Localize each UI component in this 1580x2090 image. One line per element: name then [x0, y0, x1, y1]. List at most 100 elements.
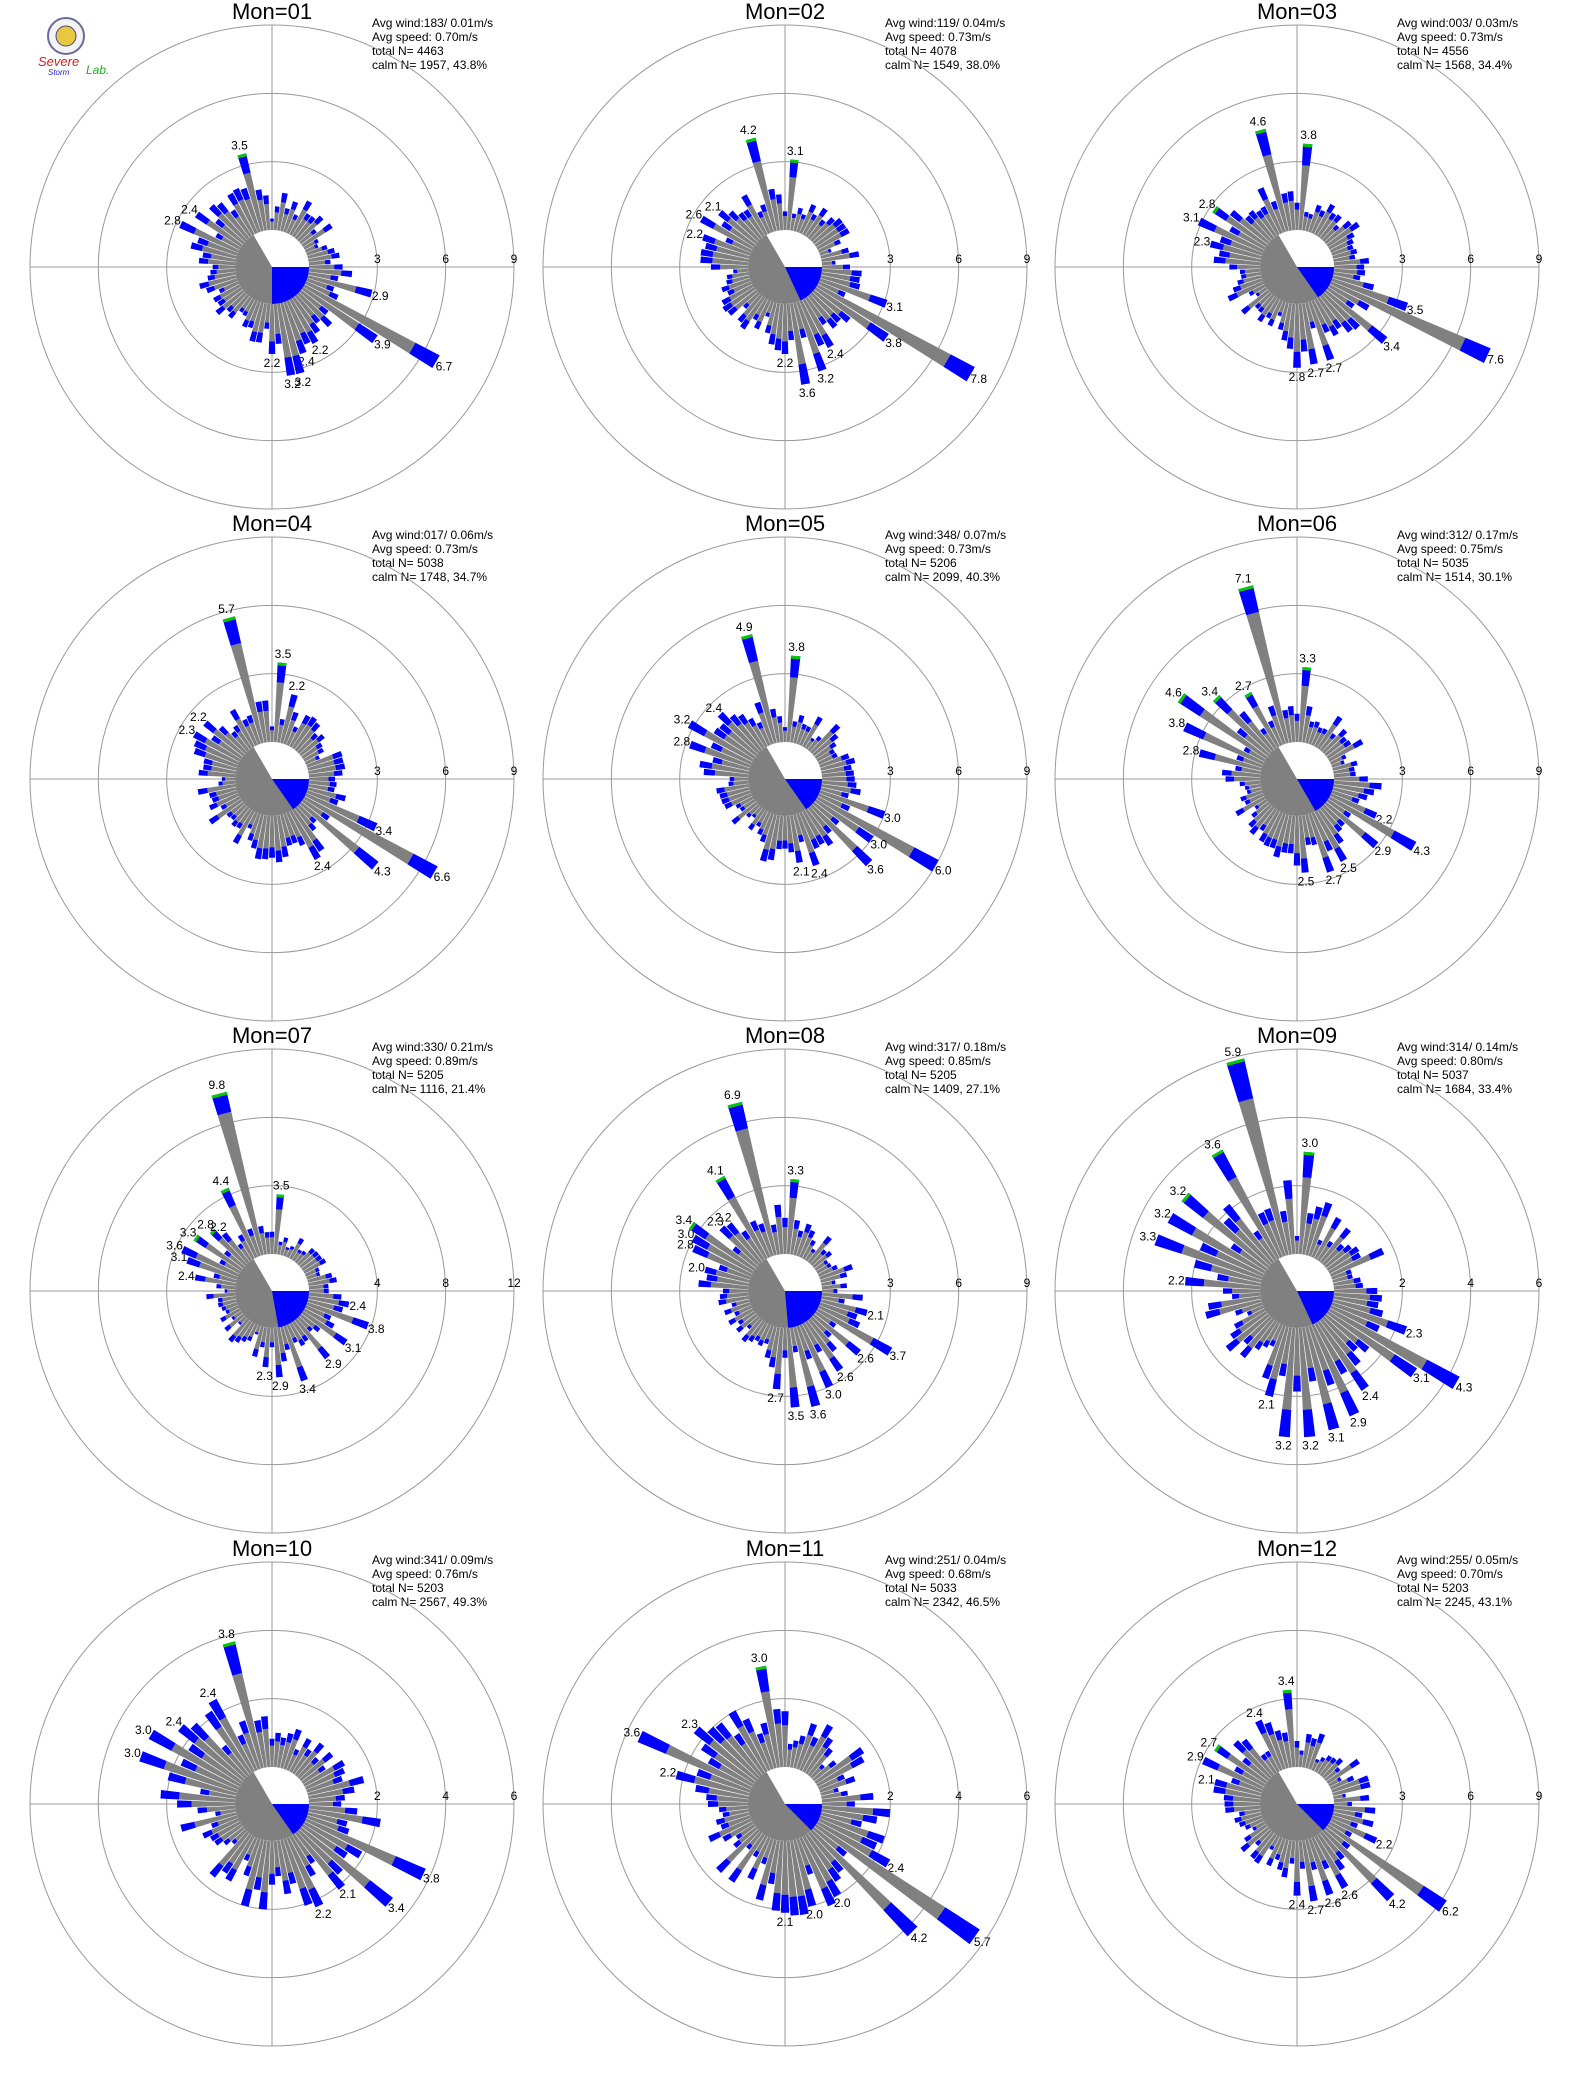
bar-value-label: 3.6	[810, 1408, 827, 1422]
bar-segment-low	[766, 1326, 777, 1351]
bar-segment-low	[297, 804, 313, 820]
bar-segment-low	[219, 1274, 237, 1283]
bar-segment-low	[820, 787, 842, 797]
bar-segment-mid	[829, 733, 839, 743]
bar-segment-mid	[755, 1665, 770, 1693]
radial-tick-label: 9	[1024, 1276, 1031, 1290]
bar-segment-low	[1333, 268, 1358, 275]
bar-segment-low	[216, 268, 236, 274]
bar-segment-low	[235, 806, 250, 823]
bar-segment-mid	[797, 207, 803, 215]
bar-segment-mid	[733, 1839, 742, 1848]
bar-segment-low	[776, 303, 784, 339]
bar-segment-mid	[845, 757, 856, 765]
bar-segment-mid	[314, 215, 324, 225]
bar-segment-low	[283, 1838, 306, 1890]
bar-segment-mid	[1362, 282, 1375, 291]
bar-value-label: 9.8	[208, 1078, 225, 1092]
mean-wind-wedge	[1297, 779, 1334, 811]
bar-segment-low	[729, 1235, 760, 1266]
logo-severe-text: Severe	[38, 54, 79, 69]
bar-segment-low	[1248, 784, 1261, 790]
bar-segment-low	[1298, 815, 1307, 859]
bar-segment-low	[283, 1738, 298, 1770]
bar-segment-mid	[1303, 211, 1309, 217]
bar-segment-mid	[693, 1726, 714, 1746]
bar-segment-mid	[331, 252, 340, 259]
bar-segment-low	[233, 1311, 243, 1319]
bar-segment-mid	[300, 331, 311, 345]
bar-segment-low	[757, 1322, 768, 1338]
bar-segment-mid	[276, 662, 287, 683]
bar-segment-low	[286, 1323, 296, 1339]
bar-segment-low	[770, 815, 780, 850]
bar-segment-mid	[711, 264, 721, 270]
bar-segment-low	[1322, 1829, 1377, 1884]
bar-segment-mid	[252, 1348, 259, 1358]
bar-segment-low	[308, 260, 326, 266]
bar-segment-low	[1328, 1778, 1339, 1787]
bar-segment-low	[1279, 1839, 1289, 1863]
bar-segment-mid	[721, 285, 730, 293]
bar-segment-low	[1283, 303, 1292, 332]
bar-segment-mid	[1335, 1872, 1349, 1890]
bar-segment-mid	[212, 264, 219, 270]
bar-segment-low	[726, 1292, 749, 1299]
bar-segment-low	[760, 1839, 777, 1886]
bar-segment-mid	[809, 1736, 819, 1747]
bar-segment-low	[819, 1302, 849, 1317]
bar-segment-high	[790, 159, 799, 164]
bar-segment-low	[289, 1746, 307, 1773]
bar-segment-mid	[279, 718, 285, 726]
bar-segment-low	[1250, 1305, 1265, 1314]
bar-segment-low	[763, 814, 777, 851]
bar-segment-low	[790, 815, 801, 852]
bar-segment-low	[725, 1296, 749, 1304]
bar-segment-mid	[1230, 1243, 1243, 1254]
bar-segment-mid	[208, 1698, 227, 1721]
bar-segment-low	[225, 796, 241, 808]
bar-segment-low	[1329, 1254, 1371, 1277]
bar-segment-mid	[794, 850, 803, 863]
bar-segment-mid	[830, 816, 840, 826]
bar-segment-low	[812, 1254, 828, 1269]
bar-segment-mid	[234, 1335, 242, 1344]
bar-segment-low	[1319, 1318, 1352, 1355]
bar-segment-mid	[738, 212, 748, 222]
bar-segment-mid	[302, 1738, 312, 1749]
bar-segment-low	[215, 787, 237, 797]
bar-segment-mid	[703, 768, 716, 776]
bar-segment-low	[1282, 1221, 1292, 1255]
bar-segment-low	[1269, 1733, 1286, 1770]
bar-segment-low	[238, 199, 258, 235]
bar-segment-low	[1311, 1836, 1326, 1862]
bar-segment-mid	[302, 200, 313, 212]
bar-segment-mid	[840, 1790, 848, 1797]
bar-segment-low	[802, 723, 819, 748]
bar-segment-low	[1288, 303, 1296, 338]
bar-segment-mid	[338, 1300, 350, 1308]
bar-segment-low	[221, 1284, 236, 1290]
bar-segment-mid	[1232, 285, 1242, 293]
bar-segment-mid	[1235, 765, 1243, 772]
bar-segment-mid	[1341, 320, 1353, 333]
bar-segment-mid	[820, 1249, 827, 1256]
stat-avg-speed: Avg speed: 0.75m/s	[1397, 542, 1503, 556]
bar-segment-low	[308, 1788, 344, 1799]
bar-segment-mid	[1346, 244, 1354, 251]
bar-segment-mid	[1278, 1363, 1287, 1377]
panel-title: Mon=10	[232, 1536, 312, 1561]
bar-segment-mid	[830, 1859, 844, 1873]
stat-total: total N= 5205	[885, 1068, 957, 1082]
bar-segment-mid	[193, 740, 208, 751]
bar-segment-low	[246, 1836, 258, 1856]
bar-segment-mid	[756, 1732, 765, 1744]
bar-segment-low	[711, 763, 749, 774]
bar-segment-low	[737, 801, 758, 820]
bar-segment-mid	[290, 201, 299, 211]
bar-segment-low	[256, 1840, 267, 1878]
bar-segment-mid	[767, 1872, 776, 1885]
bar-segment-mid	[810, 213, 818, 221]
bar-segment-mid	[788, 843, 795, 853]
